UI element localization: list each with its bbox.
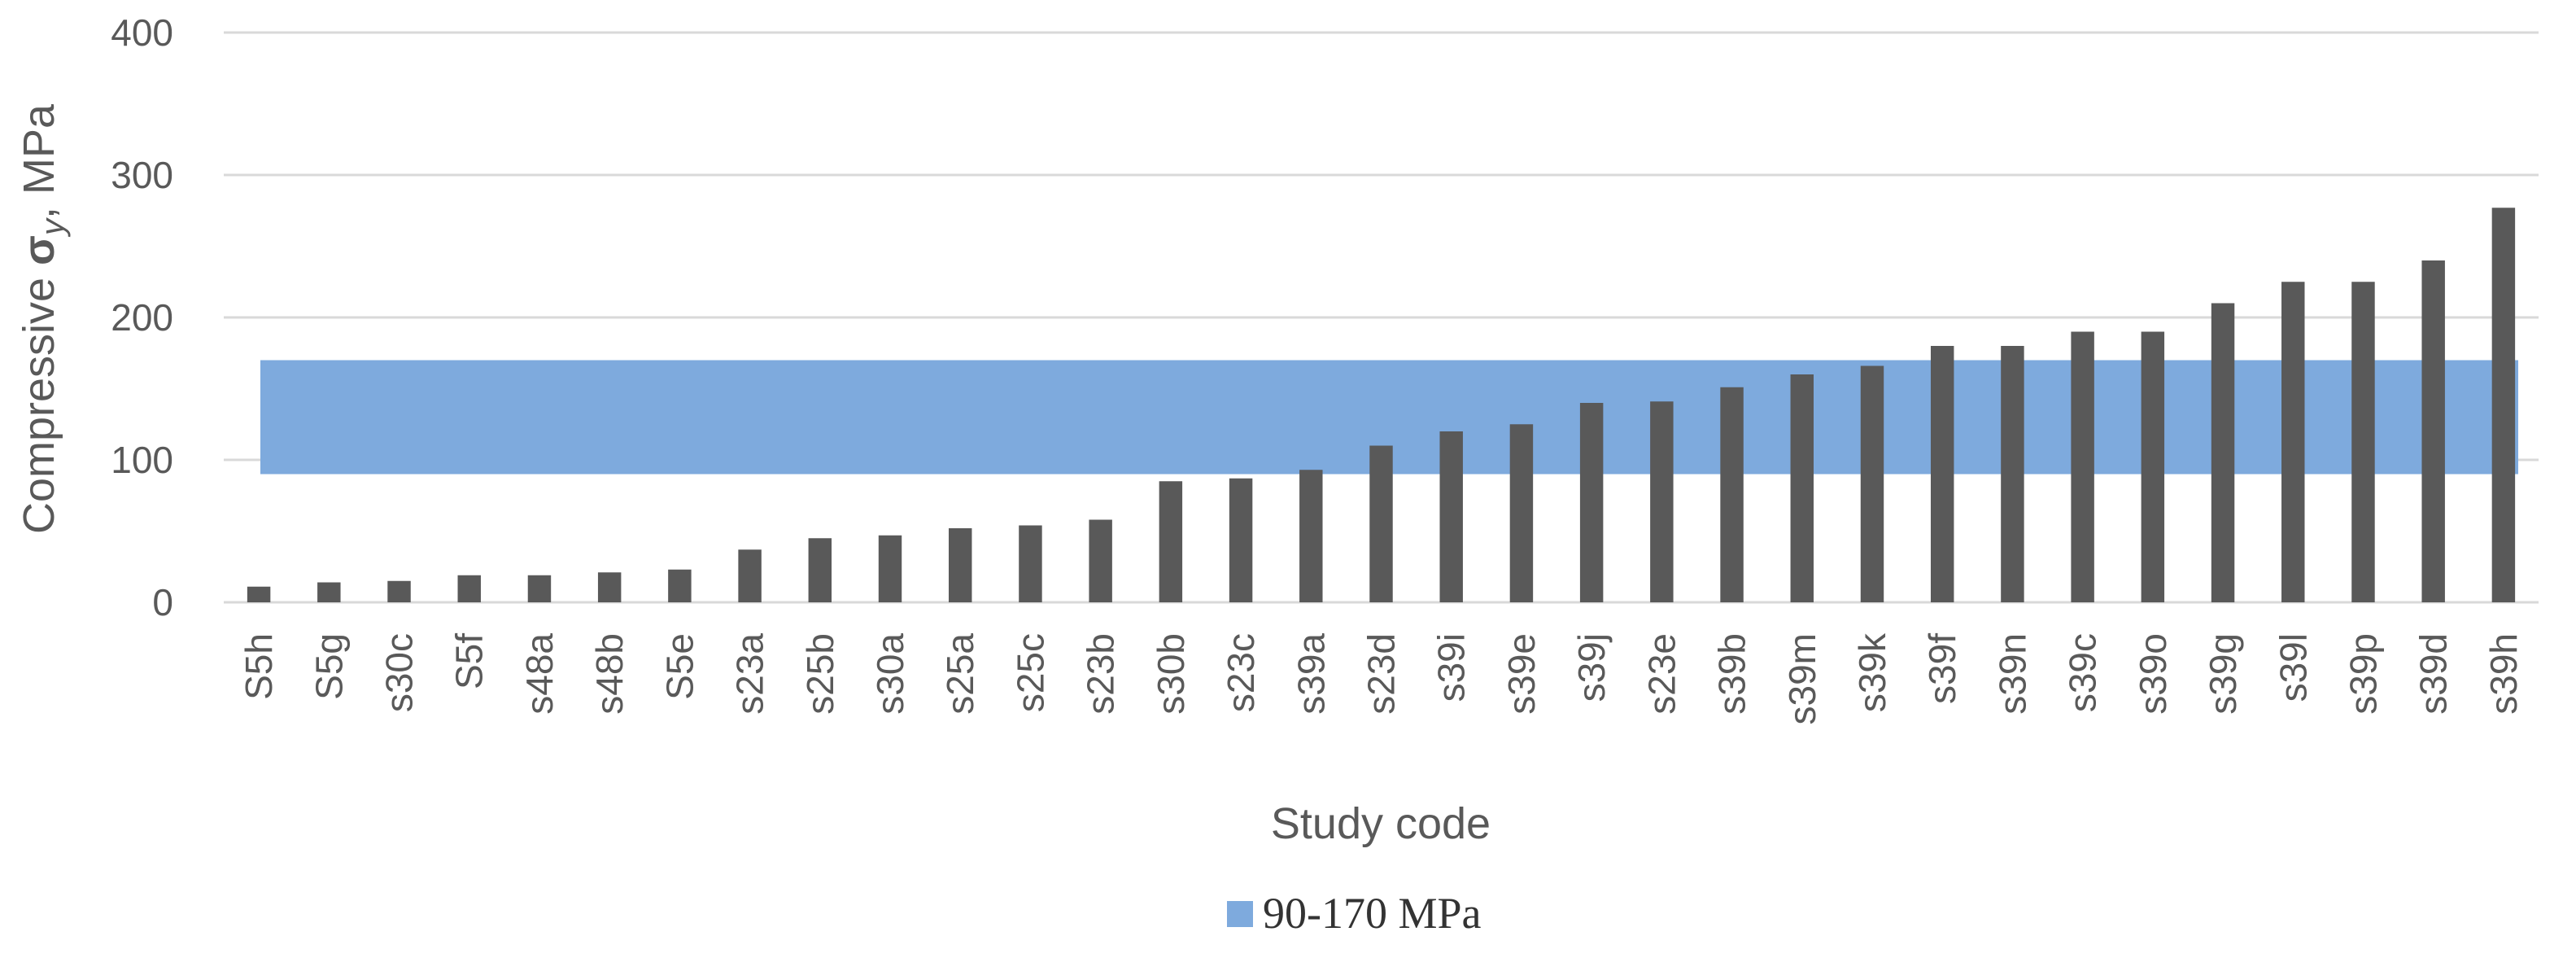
- bar-s30a: [878, 535, 902, 602]
- bars: [247, 208, 2516, 602]
- bar-s23e: [1650, 401, 1674, 602]
- x-tick-label: s39d: [2412, 633, 2455, 715]
- y-axis-ticks: 0 100 200 300 400: [111, 11, 173, 623]
- x-tick-label: S5e: [658, 633, 701, 700]
- bar-s39h: [2491, 208, 2516, 602]
- bar-S5e: [668, 569, 692, 602]
- bar-s25c: [1019, 525, 1042, 602]
- y-axis-title: Compressive σy, MPa: [15, 103, 71, 534]
- bar-s25a: [949, 528, 972, 602]
- x-tick-label: s25c: [1009, 633, 1051, 712]
- bar-s39c: [2071, 331, 2094, 602]
- x-tick-label: s39j: [1570, 633, 1613, 702]
- bar-s39o: [2141, 331, 2165, 602]
- x-tick-label: s23c: [1220, 633, 1262, 712]
- legend-label: 90-170 MPa: [1263, 889, 1482, 938]
- bar-s39m: [1790, 374, 1814, 602]
- x-tick-label: s39f: [1921, 633, 1963, 704]
- x-tick-label: s23d: [1360, 633, 1403, 715]
- bar-s39b: [1720, 387, 1744, 602]
- x-tick-label: s39c: [2062, 633, 2104, 712]
- x-tick-label: s39h: [2482, 633, 2525, 715]
- bar-s48b: [597, 572, 622, 602]
- x-tick-label: s23a: [729, 633, 771, 715]
- x-tick-label: s39a: [1290, 633, 1332, 715]
- x-tick-label: s39p: [2342, 633, 2384, 715]
- x-tick-label: s23b: [1080, 633, 1122, 715]
- x-tick-label: s39o: [2132, 633, 2174, 715]
- bar-s39a: [1299, 470, 1323, 602]
- x-tick-label: s48a: [518, 633, 561, 715]
- bar-s23a: [738, 549, 762, 602]
- bar-s39p: [2351, 282, 2375, 602]
- bar-S5h: [247, 586, 271, 602]
- bar-s23d: [1369, 445, 1393, 602]
- bar-S5f: [457, 575, 481, 602]
- y-tick-label: 400: [111, 11, 173, 54]
- bar-s30b: [1159, 481, 1183, 602]
- bar-s30c: [387, 580, 411, 602]
- bar-s39j: [1579, 403, 1604, 602]
- x-tick-label: S5g: [308, 633, 350, 700]
- x-axis-title: Study code: [1271, 799, 1491, 848]
- x-tick-label: s30b: [1150, 633, 1192, 715]
- x-tick-label: s25a: [939, 633, 981, 715]
- bar-s39n: [2001, 346, 2024, 602]
- x-tick-label: s39e: [1500, 633, 1543, 715]
- bar-s48a: [527, 575, 552, 602]
- bar-S5g: [317, 582, 341, 602]
- y-tick-label: 100: [111, 439, 173, 481]
- x-tick-label: s39m: [1781, 633, 1823, 724]
- x-tick-label: s39l: [2272, 633, 2314, 702]
- x-tick-label: s39b: [1711, 633, 1753, 715]
- y-tick-label: 200: [111, 296, 173, 339]
- bar-s23c: [1229, 478, 1253, 602]
- x-tick-label: s30c: [378, 633, 421, 712]
- bar-s39d: [2421, 260, 2445, 602]
- legend-swatch: [1227, 901, 1253, 927]
- x-tick-label: S5h: [238, 633, 280, 700]
- y-tick-label: 0: [152, 581, 173, 623]
- x-tick-label: s23e: [1640, 633, 1683, 715]
- bar-s39g: [2211, 303, 2235, 602]
- x-tick-label: s39k: [1851, 632, 1893, 712]
- x-tick-label: s30a: [869, 633, 911, 715]
- y-tick-label: 300: [111, 154, 173, 196]
- bar-s39i: [1439, 431, 1463, 602]
- bar-s39k: [1860, 365, 1884, 602]
- x-tick-label: S5f: [448, 633, 491, 689]
- x-tick-label: s25b: [799, 633, 841, 715]
- bar-s23b: [1089, 519, 1112, 602]
- bar-s39f: [1930, 346, 1954, 602]
- x-tick-label: s39g: [2202, 633, 2244, 715]
- x-tick-label: s39n: [1991, 633, 2033, 715]
- bar-s39l: [2281, 282, 2305, 602]
- x-axis-ticks: S5h S5g s30c S5f s48a s48b S5e s23a s25b s30a s25a…: [238, 632, 2525, 724]
- x-tick-label: s48b: [588, 633, 631, 715]
- bar-s39e: [1509, 424, 1534, 602]
- legend: 90-170 MPa: [1227, 889, 1482, 938]
- bar-s25b: [808, 538, 832, 602]
- x-tick-label: s39i: [1430, 633, 1473, 702]
